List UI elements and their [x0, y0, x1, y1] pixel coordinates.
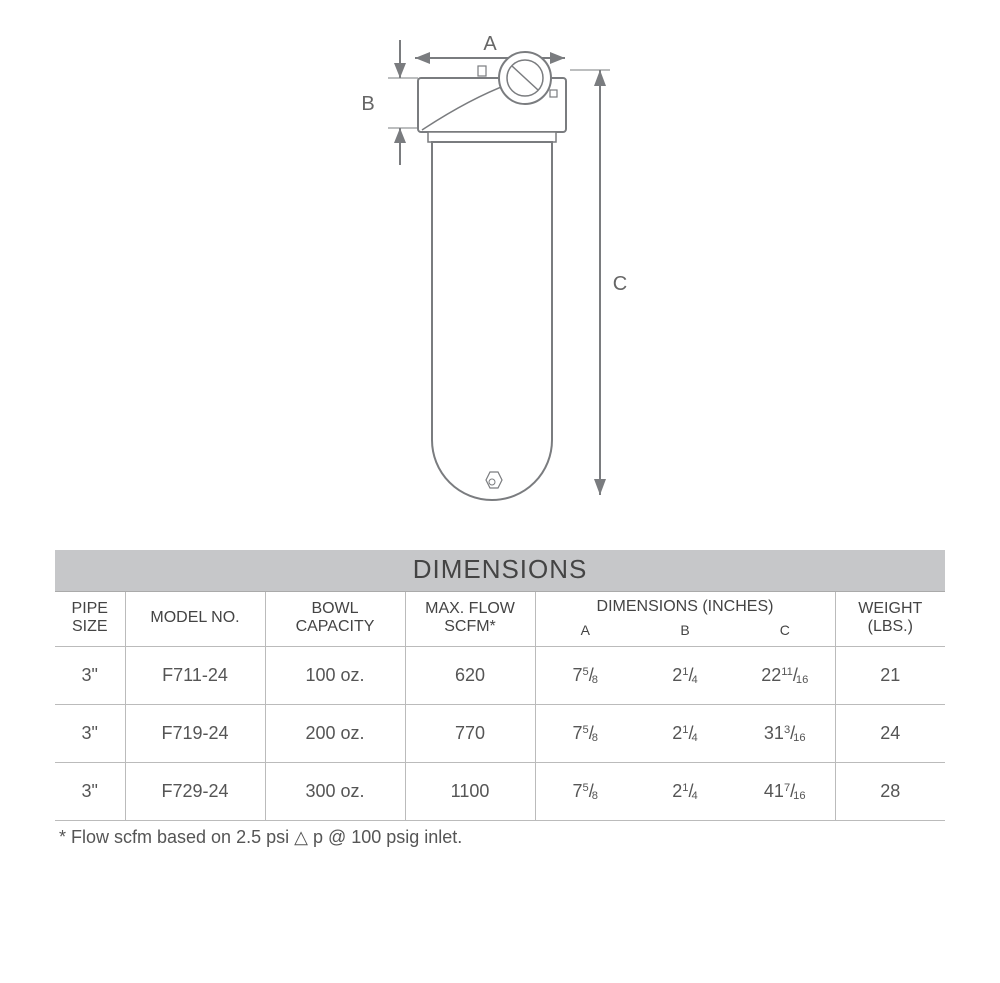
cell-dim-b: 21/4: [635, 763, 735, 821]
col-dim-c: C: [735, 616, 835, 647]
cell-dim-b: 21/4: [635, 705, 735, 763]
page: A B C: [0, 0, 1000, 983]
cell-bowl-capacity: 300 oz.: [265, 763, 405, 821]
cell-model-no: F719-24: [125, 705, 265, 763]
dimensions-table: DIMENSIONS PIPESIZE MODEL NO. BOWLCAPACI…: [55, 550, 945, 821]
cell-dim-c: 417/16: [735, 763, 835, 821]
cell-dim-a: 75/8: [535, 647, 635, 705]
cell-weight: 24: [835, 705, 945, 763]
table-title-row: DIMENSIONS: [55, 550, 945, 592]
dim-label-b: B: [361, 93, 374, 115]
cell-weight: 28: [835, 763, 945, 821]
cell-bowl-capacity: 200 oz.: [265, 705, 405, 763]
cell-pipe-size: 3": [55, 705, 125, 763]
cell-max-flow: 620: [405, 647, 535, 705]
cell-weight: 21: [835, 647, 945, 705]
header-row-1: PIPESIZE MODEL NO. BOWLCAPACITY MAX. FLO…: [55, 592, 945, 617]
table-row: 3"F711-24100 oz.62075/821/42211/1621: [55, 647, 945, 705]
col-dim-a: A: [535, 616, 635, 647]
cell-max-flow: 1100: [405, 763, 535, 821]
col-weight: WEIGHT(LBS.): [835, 592, 945, 647]
table-row: 3"F719-24200 oz.77075/821/4313/1624: [55, 705, 945, 763]
col-model-no: MODEL NO.: [125, 592, 265, 647]
cell-dim-c: 313/16: [735, 705, 835, 763]
diagram-svg: A B C: [290, 0, 710, 520]
table-footnote: * Flow scfm based on 2.5 psi △ p @ 100 p…: [55, 827, 945, 848]
dimension-diagram: A B C: [0, 0, 1000, 540]
cell-dim-c: 2211/16: [735, 647, 835, 705]
col-dimensions-group: DIMENSIONS (INCHES): [535, 592, 835, 617]
table-row: 3"F729-24300 oz.110075/821/4417/1628: [55, 763, 945, 821]
dim-label-a: A: [483, 33, 497, 55]
col-max-flow: MAX. FLOWSCFM*: [405, 592, 535, 647]
cell-dim-a: 75/8: [535, 763, 635, 821]
table-title: DIMENSIONS: [55, 550, 945, 592]
cell-model-no: F729-24: [125, 763, 265, 821]
cell-model-no: F711-24: [125, 647, 265, 705]
cell-bowl-capacity: 100 oz.: [265, 647, 405, 705]
col-pipe-size: PIPESIZE: [55, 592, 125, 647]
cell-pipe-size: 3": [55, 647, 125, 705]
cell-pipe-size: 3": [55, 763, 125, 821]
col-bowl-capacity: BOWLCAPACITY: [265, 592, 405, 647]
cell-dim-b: 21/4: [635, 647, 735, 705]
cell-max-flow: 770: [405, 705, 535, 763]
dim-label-c: C: [613, 273, 627, 295]
col-dim-b: B: [635, 616, 735, 647]
dimensions-table-wrap: DIMENSIONS PIPESIZE MODEL NO. BOWLCAPACI…: [55, 550, 945, 848]
cell-dim-a: 75/8: [535, 705, 635, 763]
